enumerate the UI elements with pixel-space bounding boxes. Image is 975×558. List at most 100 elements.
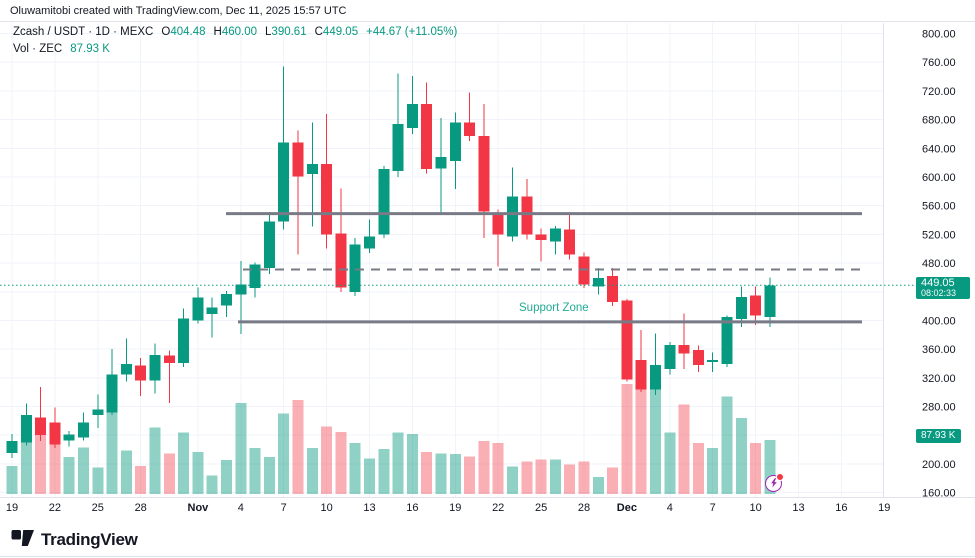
candle: [406, 75, 418, 134]
volume-bar: [92, 467, 104, 494]
volume-bar: [592, 476, 604, 494]
price-tick-label: 200.00: [922, 459, 956, 471]
price-tick-label: 320.00: [922, 373, 956, 385]
volume-bar: [192, 452, 204, 494]
volume-bar: [221, 460, 232, 494]
candle: [507, 167, 518, 242]
time-tick-label: 13: [363, 502, 375, 514]
tradingview-logo-icon: [11, 527, 35, 552]
time-tick-label: 19: [6, 502, 18, 514]
volume-bar: [721, 396, 733, 494]
candle: [178, 308, 190, 368]
volume-bar: [435, 453, 447, 494]
volume-bar: [735, 417, 747, 494]
support-zone-label: Support Zone: [519, 302, 589, 314]
candle: [63, 430, 75, 447]
candle: [421, 82, 433, 174]
time-tick-label: 28: [578, 502, 590, 514]
volume-bar: [178, 432, 190, 494]
gridlines: [0, 23, 883, 497]
open-value: O 404.48: [161, 26, 206, 38]
candle: [78, 412, 89, 441]
candle: [435, 118, 447, 214]
symbol-title[interactable]: Zcash / USDT · 1D · MEXC: [13, 26, 154, 38]
candle: [292, 130, 304, 255]
time-tick-label: 7: [710, 502, 716, 514]
volume-bar: [678, 404, 690, 494]
legend-ohlc-row[interactable]: Zcash / USDT · 1D · MEXC O 404.48 H 460.00…: [13, 26, 457, 39]
candle: [621, 298, 633, 382]
candle: [35, 387, 47, 441]
volume-bar: [149, 427, 161, 494]
candle: [378, 166, 390, 238]
price-tick-label: 720.00: [922, 86, 956, 98]
candle: [478, 103, 490, 238]
volume-bar: [292, 400, 304, 494]
volume-bar: [707, 447, 719, 494]
volume-bar: [6, 465, 18, 494]
candle: [278, 66, 290, 230]
time-tick-label: 28: [135, 502, 147, 514]
volume-value: 87.93 K: [70, 43, 110, 55]
volume-bar: [492, 443, 504, 494]
candle: [650, 333, 661, 396]
candle: [192, 287, 204, 324]
volume-axis-badge: 87.93 K: [916, 429, 961, 443]
price-tick-label: 600.00: [922, 172, 956, 184]
price-tick-label: 800.00: [922, 29, 956, 41]
time-tick-label: 7: [281, 502, 287, 514]
time-axis[interactable]: [0, 498, 975, 520]
candle: [707, 352, 719, 373]
volume-bar: [106, 409, 118, 494]
high-value: H 460.00: [213, 26, 258, 38]
tradingview-logo[interactable]: TradingView: [11, 527, 138, 552]
price-tick-label: 520.00: [922, 229, 956, 241]
time-tick-label: 4: [238, 502, 244, 514]
volume-bar: [49, 436, 61, 494]
candle: [349, 237, 361, 297]
low-value: L 390.61: [265, 26, 307, 38]
candle: [306, 122, 318, 227]
candle: [335, 188, 347, 292]
candle: [49, 407, 61, 449]
volume-bar: [335, 431, 347, 494]
volume-pane: [6, 382, 776, 494]
volume-bar: [449, 454, 461, 494]
drawn-level-lines[interactable]: [0, 212, 916, 324]
candle: [492, 209, 504, 267]
volume-bar: [20, 438, 32, 494]
price-tick-label: 640.00: [922, 143, 956, 155]
lightning-marker[interactable]: [765, 473, 784, 492]
volume-bar: [535, 459, 547, 494]
candles-layer[interactable]: [6, 66, 776, 459]
volume-bar: [421, 452, 433, 494]
attribution-text: Oluwamitobi created with TradingView.com…: [10, 5, 347, 17]
price-tick-label: 360.00: [922, 344, 956, 356]
volume-bar: [464, 456, 476, 494]
legend-volume-row[interactable]: Vol · ZEC 87.93 K: [13, 43, 457, 56]
candle: [664, 341, 676, 375]
volume-bar: [692, 443, 704, 494]
candle: [449, 112, 461, 190]
volume-bar: [564, 464, 576, 494]
candle: [263, 212, 275, 274]
time-tick-label: Dec: [617, 502, 637, 514]
close-value: C 449.05: [314, 26, 359, 38]
symbol-legend: Zcash / USDT · 1D · MEXC O 404.48 H 460.00…: [13, 26, 457, 56]
volume-bar: [249, 447, 261, 494]
volume-bar: [635, 384, 647, 494]
tradingview-logo-text: TradingView: [41, 529, 138, 549]
notification-dot: [776, 473, 784, 481]
time-tick-label: 16: [835, 502, 847, 514]
time-tick-label: 22: [49, 502, 61, 514]
volume-bar: [750, 443, 762, 494]
candle: [721, 315, 733, 368]
bar-countdown: 08:02:33: [921, 288, 957, 298]
candle: [735, 286, 747, 327]
price-axis[interactable]: [884, 23, 975, 497]
candle: [750, 286, 762, 325]
volume-bar: [364, 458, 375, 494]
lightning-icon: [766, 477, 781, 489]
candle: [764, 277, 776, 328]
